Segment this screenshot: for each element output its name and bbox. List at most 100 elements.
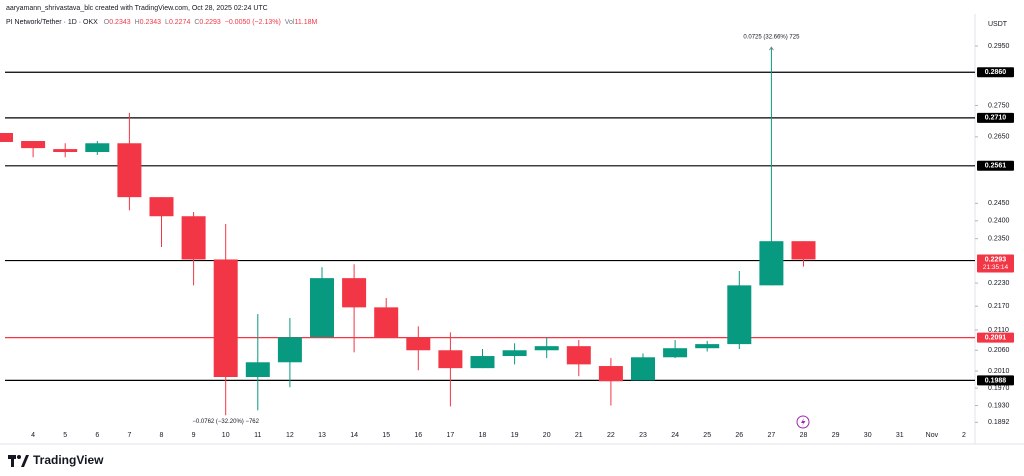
candle-body [631, 357, 655, 381]
x-tick-label: 8 [160, 432, 164, 439]
x-tick-label: 14 [350, 432, 358, 439]
x-tick-label: 24 [671, 432, 679, 439]
y-tick-label: 0.2010 [988, 368, 1010, 375]
candle-body [791, 241, 816, 260]
last-price-box [977, 254, 1014, 273]
x-tick-label: 11 [254, 432, 261, 439]
level-label-box [977, 332, 1014, 343]
level-label: 0.2561 [985, 163, 1007, 170]
x-tick-label: 7 [127, 432, 131, 439]
candle-body [438, 350, 463, 369]
volume-key: Vol [285, 19, 295, 26]
x-tick-label: 4 [31, 432, 35, 439]
candle-body [663, 348, 688, 358]
x-tick-label: 18 [479, 432, 487, 439]
x-tick-label: 21 [575, 432, 583, 439]
volume-value: 11.18M [294, 19, 317, 26]
x-tick-label: 28 [800, 432, 808, 439]
x-tick-label: 15 [382, 432, 390, 439]
x-tick-label: 20 [543, 432, 551, 439]
legend: PI Network/Tether · 1D · OKX O0.2343 H0.… [6, 19, 317, 26]
candle-body [213, 259, 238, 378]
x-tick-label: 6 [95, 432, 99, 439]
y-tick-label: 0.2350 [988, 235, 1010, 242]
y-tick-label: 0.1892 [988, 419, 1010, 426]
ohlc-key: O [104, 19, 110, 26]
logo-part [11, 455, 14, 467]
candle-body [21, 141, 46, 149]
brand-logo: TradingView [8, 453, 104, 467]
annotation: 0.0725 (32.66%) 725 [743, 35, 800, 41]
x-tick-label: 5 [63, 432, 67, 439]
y-tick-label: 0.2650 [988, 134, 1010, 141]
x-tick-label: 29 [832, 432, 840, 439]
ohlc-value: 0.2293 [199, 19, 221, 26]
x-tick-label: 9 [192, 432, 196, 439]
candle-body [277, 337, 302, 363]
candle-body [470, 356, 495, 369]
x-tick-label: 27 [768, 432, 776, 439]
candle-body [53, 149, 78, 153]
x-tick-label: 31 [896, 432, 904, 439]
level-label-box [977, 160, 1014, 171]
event-icon [796, 415, 810, 429]
x-tick-label: Nov [926, 432, 939, 439]
x-tick-label: 25 [703, 432, 711, 439]
ohlc-key: H [135, 19, 140, 26]
x-tick-label: 22 [607, 432, 615, 439]
logo-part [21, 455, 29, 467]
level-label: 0.1988 [985, 377, 1007, 384]
ohlc-key: C [194, 19, 199, 26]
candle-body [117, 143, 142, 198]
currency: USDT [988, 21, 1008, 28]
x-tick-label: 17 [447, 432, 455, 439]
x-tick-label: 2 [962, 432, 966, 439]
y-tick-label: 0.2170 [988, 303, 1010, 310]
brand: TradingView [33, 453, 104, 467]
candle-body [566, 346, 591, 365]
symbol: PI Network/Tether · 1D · OKX [6, 19, 98, 26]
last-price-label: 0.2293 [985, 256, 1007, 263]
y-tick-label: 0.2230 [988, 280, 1010, 287]
level-label: 0.2091 [985, 334, 1007, 341]
y-tick-label: 0.2750 [988, 102, 1010, 109]
ohlc-value: 0.2343 [140, 19, 162, 26]
ohlc-key: L [165, 19, 169, 26]
candle-body [374, 307, 399, 339]
x-tick-label: 26 [735, 432, 743, 439]
level-label-box [977, 375, 1014, 386]
y-tick-label: 0.2110 [988, 327, 1009, 334]
candle-body [342, 278, 367, 308]
candle-body [0, 133, 13, 142]
candle-body [149, 197, 174, 217]
candle-body [502, 350, 527, 357]
y-tick-label: 0.2060 [988, 347, 1010, 354]
x-tick-label: 10 [222, 432, 230, 439]
candle-body [85, 143, 110, 153]
candle-body [406, 338, 431, 351]
candle-body [310, 278, 334, 338]
candle-body [759, 241, 784, 286]
x-tick-label: 19 [511, 432, 519, 439]
candle-body [695, 344, 720, 349]
y-tick-label: 0.2400 [988, 218, 1010, 225]
attribution: aaryamann_shrivastava_blc created with T… [6, 5, 268, 12]
logo-part [17, 455, 21, 459]
level-label-box [977, 112, 1014, 123]
candle-body [598, 366, 623, 382]
y-tick-label: 0.1970 [988, 385, 1010, 392]
ohlc-value: 0.2274 [169, 19, 191, 26]
x-tick-label: 16 [414, 432, 422, 439]
annotation-arrow [769, 46, 774, 51]
candle-body [245, 362, 270, 378]
ohlc-value: 0.2343 [109, 19, 131, 26]
x-tick-label: 12 [286, 432, 294, 439]
annotation: −0.0762 (−32.20%) −762 [192, 419, 259, 425]
change: −0.0050 (−2.13%) [225, 19, 281, 26]
x-tick-label: 30 [864, 432, 872, 439]
x-tick-label: 13 [318, 432, 326, 439]
candle-body [727, 285, 752, 345]
candle-body [181, 216, 206, 260]
